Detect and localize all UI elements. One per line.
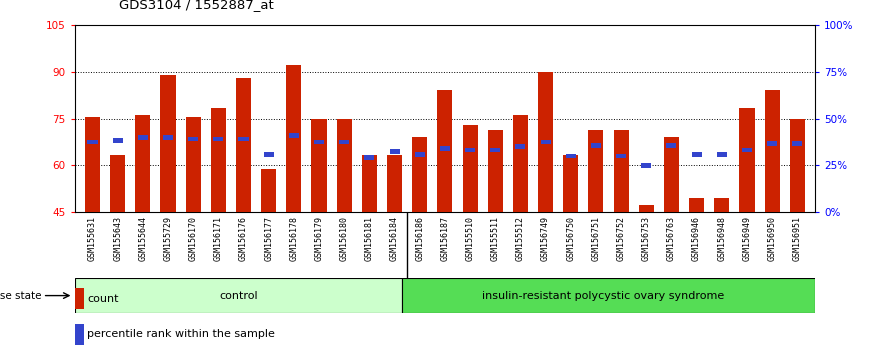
Bar <box>589 130 603 212</box>
Bar <box>689 198 704 212</box>
Bar <box>75 288 85 309</box>
Bar <box>239 137 248 141</box>
Bar <box>263 152 274 157</box>
Bar <box>160 75 175 212</box>
Bar <box>75 278 402 313</box>
Bar <box>666 143 677 148</box>
Bar <box>110 155 125 212</box>
Text: GSM155512: GSM155512 <box>516 216 525 261</box>
Text: GSM155643: GSM155643 <box>113 216 122 261</box>
Text: control: control <box>219 291 258 301</box>
Bar <box>113 138 122 143</box>
Bar <box>314 140 324 144</box>
Bar <box>75 324 85 345</box>
Bar <box>616 154 626 159</box>
Text: GSM156186: GSM156186 <box>415 216 425 261</box>
Text: GSM156750: GSM156750 <box>566 216 575 261</box>
Text: GSM156181: GSM156181 <box>365 216 374 261</box>
Bar <box>437 90 453 212</box>
Bar <box>641 163 651 168</box>
Bar <box>137 135 148 140</box>
Bar <box>792 141 803 146</box>
Bar <box>639 205 654 212</box>
Bar <box>613 130 629 212</box>
Bar <box>538 72 553 212</box>
Text: GSM155510: GSM155510 <box>465 216 475 261</box>
Bar <box>261 169 277 212</box>
Bar <box>87 140 98 144</box>
Bar <box>465 148 475 152</box>
Bar <box>211 108 226 212</box>
Bar <box>541 140 551 144</box>
Bar <box>789 119 805 212</box>
Bar <box>714 198 729 212</box>
Bar <box>566 154 576 159</box>
Bar <box>563 155 578 212</box>
Bar <box>339 140 349 144</box>
Bar <box>186 117 201 212</box>
Text: GSM156187: GSM156187 <box>440 216 449 261</box>
Bar <box>412 137 427 212</box>
Text: GSM156178: GSM156178 <box>289 216 299 261</box>
Bar <box>742 148 752 152</box>
Bar <box>163 135 173 140</box>
Text: GSM156951: GSM156951 <box>793 216 802 261</box>
Bar <box>664 137 679 212</box>
Text: GSM155631: GSM155631 <box>88 216 97 261</box>
Bar <box>463 125 478 212</box>
Text: GSM156179: GSM156179 <box>315 216 323 261</box>
Text: GSM156749: GSM156749 <box>541 216 550 261</box>
Text: insulin-resistant polycystic ovary syndrome: insulin-resistant polycystic ovary syndr… <box>483 291 724 301</box>
Bar <box>85 117 100 212</box>
Bar <box>362 155 377 212</box>
Bar <box>717 152 727 157</box>
Bar <box>767 141 777 146</box>
Bar <box>591 143 601 148</box>
Bar <box>415 152 425 157</box>
Text: GSM156950: GSM156950 <box>767 216 777 261</box>
Text: GSM156180: GSM156180 <box>340 216 349 261</box>
Text: GSM155511: GSM155511 <box>491 216 500 261</box>
Bar <box>440 146 450 151</box>
Bar <box>389 149 400 154</box>
Text: GSM156171: GSM156171 <box>214 216 223 261</box>
Bar <box>337 119 352 212</box>
Bar <box>402 278 815 313</box>
Bar <box>286 65 301 212</box>
Bar <box>515 144 525 149</box>
Bar <box>513 115 528 212</box>
Bar <box>739 108 754 212</box>
Text: GSM156753: GSM156753 <box>641 216 651 261</box>
Text: GSM155644: GSM155644 <box>138 216 147 261</box>
Bar <box>213 137 224 141</box>
Bar <box>236 78 251 212</box>
Text: GSM156763: GSM156763 <box>667 216 676 261</box>
Text: disease state: disease state <box>0 291 41 301</box>
Text: percentile rank within the sample: percentile rank within the sample <box>87 329 275 339</box>
Text: GSM156184: GSM156184 <box>390 216 399 261</box>
Text: GSM156948: GSM156948 <box>717 216 726 261</box>
Bar <box>387 155 402 212</box>
Text: GDS3104 / 1552887_at: GDS3104 / 1552887_at <box>119 0 274 11</box>
Text: GSM156176: GSM156176 <box>239 216 248 261</box>
Bar <box>490 148 500 152</box>
Bar <box>488 130 503 212</box>
Bar <box>692 152 701 157</box>
Text: GSM156949: GSM156949 <box>743 216 751 261</box>
Bar <box>189 137 198 141</box>
Text: GSM156946: GSM156946 <box>692 216 701 261</box>
Text: GSM156177: GSM156177 <box>264 216 273 261</box>
Text: GSM156170: GSM156170 <box>189 216 197 261</box>
Bar <box>765 90 780 212</box>
Bar <box>312 119 327 212</box>
Bar <box>136 115 151 212</box>
Text: count: count <box>87 294 119 304</box>
Bar <box>289 133 299 138</box>
Text: GSM155729: GSM155729 <box>164 216 173 261</box>
Bar <box>365 155 374 160</box>
Text: GSM156751: GSM156751 <box>591 216 601 261</box>
Text: GSM156752: GSM156752 <box>617 216 626 261</box>
